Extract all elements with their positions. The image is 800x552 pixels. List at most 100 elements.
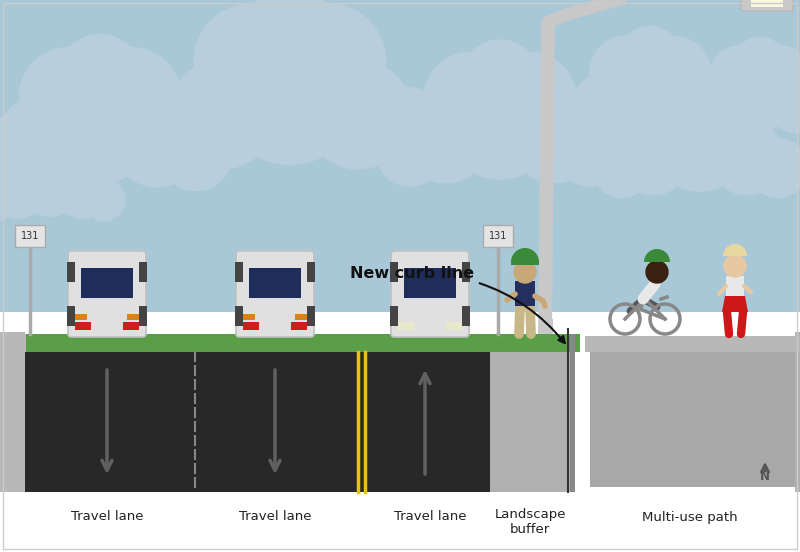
Bar	[795, 332, 800, 492]
Circle shape	[592, 139, 652, 198]
Bar	[25, 334, 490, 352]
Bar	[446, 322, 462, 330]
Bar	[590, 352, 795, 487]
Bar	[75, 314, 87, 320]
Circle shape	[767, 76, 800, 132]
Bar	[139, 306, 147, 326]
Circle shape	[573, 72, 641, 141]
FancyBboxPatch shape	[741, 0, 793, 11]
Bar	[726, 276, 744, 296]
Bar	[390, 306, 398, 326]
Bar	[404, 268, 456, 298]
Text: N: N	[760, 470, 770, 484]
Circle shape	[511, 97, 597, 183]
Circle shape	[58, 35, 142, 120]
Circle shape	[750, 46, 800, 107]
Bar	[249, 268, 301, 298]
Bar	[67, 262, 75, 282]
Circle shape	[748, 139, 800, 198]
Circle shape	[361, 87, 447, 173]
Circle shape	[590, 36, 662, 109]
Circle shape	[650, 93, 750, 192]
Circle shape	[424, 52, 516, 144]
Circle shape	[19, 48, 117, 145]
Circle shape	[659, 72, 727, 141]
Circle shape	[0, 95, 88, 187]
Bar	[390, 262, 398, 282]
Bar	[0, 334, 26, 352]
Circle shape	[686, 82, 766, 161]
Bar	[235, 262, 243, 282]
Circle shape	[556, 118, 624, 186]
Circle shape	[638, 36, 710, 109]
Circle shape	[634, 82, 714, 161]
Circle shape	[734, 38, 786, 91]
Text: New curb line: New curb line	[350, 267, 565, 343]
Bar	[25, 352, 490, 492]
Circle shape	[616, 120, 690, 195]
Circle shape	[724, 255, 746, 277]
Bar	[539, 319, 553, 334]
Bar	[123, 322, 139, 330]
Circle shape	[722, 54, 798, 130]
FancyBboxPatch shape	[483, 225, 513, 247]
FancyBboxPatch shape	[391, 251, 469, 337]
Circle shape	[695, 76, 753, 132]
Circle shape	[26, 133, 74, 181]
Bar	[75, 322, 91, 330]
Circle shape	[646, 261, 668, 283]
Bar	[515, 281, 535, 306]
Circle shape	[16, 148, 84, 216]
Circle shape	[460, 40, 540, 120]
Circle shape	[159, 118, 233, 190]
Text: Multi-use path: Multi-use path	[642, 511, 738, 523]
Bar	[511, 260, 539, 265]
Circle shape	[239, 0, 341, 89]
Circle shape	[694, 89, 750, 144]
Circle shape	[485, 52, 576, 144]
Bar	[490, 334, 580, 352]
Bar	[490, 352, 570, 492]
FancyBboxPatch shape	[15, 225, 45, 247]
Circle shape	[39, 61, 161, 183]
Bar	[0, 332, 25, 492]
Circle shape	[5, 140, 59, 195]
FancyBboxPatch shape	[236, 251, 314, 337]
Bar	[398, 322, 414, 330]
Circle shape	[0, 167, 43, 219]
Circle shape	[41, 140, 95, 195]
Circle shape	[83, 48, 181, 145]
Bar	[295, 314, 307, 320]
Bar	[67, 306, 75, 326]
Text: 131: 131	[489, 231, 507, 241]
Circle shape	[83, 179, 125, 220]
Wedge shape	[644, 249, 670, 262]
Circle shape	[304, 61, 413, 169]
Bar	[243, 322, 259, 330]
Circle shape	[167, 61, 276, 169]
Circle shape	[376, 118, 444, 186]
Bar	[570, 334, 575, 492]
Text: Travel lane: Travel lane	[238, 511, 311, 523]
Bar	[0, 494, 800, 552]
Text: 131: 131	[21, 231, 39, 241]
Circle shape	[443, 65, 557, 179]
Bar	[462, 262, 470, 282]
Circle shape	[57, 167, 108, 219]
Bar	[81, 268, 133, 298]
Circle shape	[797, 89, 800, 135]
Text: Landscape
buffer: Landscape buffer	[494, 508, 566, 536]
FancyBboxPatch shape	[68, 251, 146, 337]
Bar	[235, 306, 243, 326]
Circle shape	[550, 89, 606, 144]
Circle shape	[514, 261, 536, 283]
Circle shape	[605, 46, 696, 137]
Circle shape	[710, 120, 784, 195]
Circle shape	[133, 87, 219, 173]
Bar	[307, 262, 315, 282]
Text: Travel lane: Travel lane	[394, 511, 466, 523]
Bar	[585, 336, 800, 352]
Bar	[291, 322, 307, 330]
Wedge shape	[723, 244, 747, 256]
Bar	[243, 314, 255, 320]
